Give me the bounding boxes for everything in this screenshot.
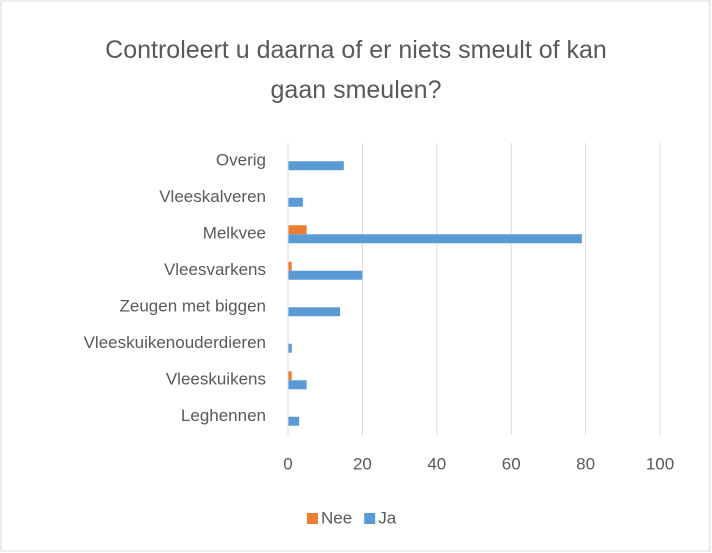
bar [288, 307, 341, 317]
y-tick-label: Vleeskuikens [166, 370, 266, 389]
bar [288, 371, 292, 381]
legend-swatch [307, 513, 318, 524]
bar [288, 270, 363, 280]
bar [288, 261, 292, 271]
bar [288, 380, 307, 390]
y-tick-label: Overig [216, 151, 266, 170]
y-tick-label: Leghennen [181, 406, 266, 425]
y-tick-label: Vleesvarkens [164, 260, 266, 279]
x-tick-label: 20 [353, 454, 372, 473]
y-tick-label: Vleeskuikenouderdieren [84, 333, 266, 352]
y-tick-label: Melkvee [203, 224, 266, 243]
bar [288, 343, 292, 353]
y-tick-label: Zeugen met biggen [120, 297, 267, 316]
x-tick-label: 0 [283, 454, 292, 473]
legend-label: Ja [378, 508, 397, 527]
y-tick-label: Vleeskalveren [159, 187, 266, 206]
x-tick-label: 100 [646, 454, 674, 473]
bar [288, 197, 303, 207]
bar [288, 416, 300, 426]
x-tick-label: 40 [427, 454, 446, 473]
x-tick-label: 80 [576, 454, 595, 473]
legend-label: Nee [321, 508, 352, 527]
legend-swatch [364, 513, 376, 524]
x-tick-label: 60 [502, 454, 521, 473]
bar [288, 225, 307, 235]
bar [288, 234, 582, 244]
bar [288, 161, 344, 171]
chart-title: Controleert u daarna of er niets smeult … [105, 36, 607, 104]
